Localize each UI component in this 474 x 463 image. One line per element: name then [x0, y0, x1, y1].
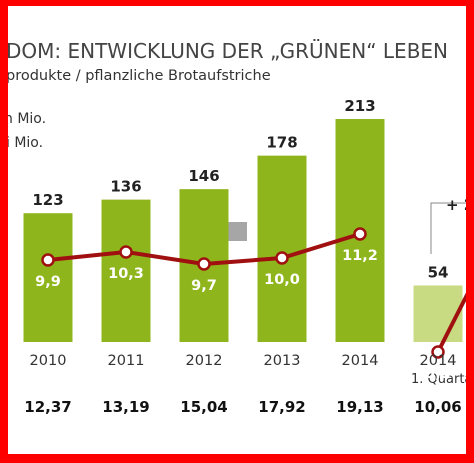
bar-line-chart: DOM: ENTWICKLUNG DER „GRÜNEN“ LEBEN prod… [8, 39, 466, 416]
bottom-value-5: 10,06 [414, 398, 461, 416]
line-value-label-2: 9,7 [191, 278, 217, 294]
bottom-value-4: 19,13 [336, 398, 383, 416]
line-value-label-4: 11,2 [342, 248, 378, 264]
bar-0 [23, 213, 73, 342]
chart-subtitle: produkte / pflanzliche Brotaufstriche [8, 68, 271, 84]
legend-label-line: i Mio. [8, 135, 43, 151]
bar-3 [257, 155, 307, 342]
chart-panel: DOM: ENTWICKLUNG DER „GRÜNEN“ LEBEN prod… [8, 6, 466, 454]
bar-value-label-0: 123 [32, 191, 63, 209]
line-value-label-1: 10,3 [108, 266, 144, 282]
x-tick-label-5: 2014 [420, 353, 457, 369]
x-tick-label-0: 2010 [30, 353, 67, 369]
bottom-value-0: 12,37 [24, 398, 71, 416]
x-tick-sublabel-5: 1. Quartal [411, 372, 466, 387]
bottom-value-2: 15,04 [180, 398, 227, 416]
line-value-label-3: 10,0 [264, 272, 300, 288]
line-value-label-5: 5,3 [425, 366, 451, 382]
x-tick-label-4: 2014 [342, 353, 379, 369]
bar-5 [413, 285, 463, 342]
line-point-1 [119, 245, 133, 259]
line-point-2 [197, 257, 211, 271]
bottom-value-3: 17,92 [258, 398, 305, 416]
line-value-label-0: 9,9 [35, 274, 61, 290]
line-point-0 [41, 253, 55, 267]
bracket-annotation: + 2 [430, 196, 466, 254]
bar-value-label-4: 213 [344, 97, 375, 115]
x-tick-label-3: 2013 [264, 353, 301, 369]
bar-value-label-3: 178 [266, 134, 297, 152]
x-tick-label-2: 2012 [186, 353, 223, 369]
bar-1 [101, 199, 151, 342]
bar-value-label-1: 136 [110, 178, 141, 196]
bar-value-label-2: 146 [188, 167, 219, 185]
line-point-4 [353, 227, 367, 241]
line-point-3 [275, 251, 289, 265]
growth-annotation: + 2 [446, 196, 466, 214]
bar-value-label-5: 54 [428, 263, 449, 281]
bottom-value-1: 13,19 [102, 398, 149, 416]
line-point-5 [431, 345, 445, 359]
legend-label-bars: n Mio. [8, 111, 46, 127]
line-series-tail [436, 292, 466, 353]
chart-title: DOM: ENTWICKLUNG DER „GRÜNEN“ LEBEN [8, 39, 448, 63]
gray-square-marker [227, 222, 247, 241]
x-tick-label-1: 2011 [108, 353, 145, 369]
